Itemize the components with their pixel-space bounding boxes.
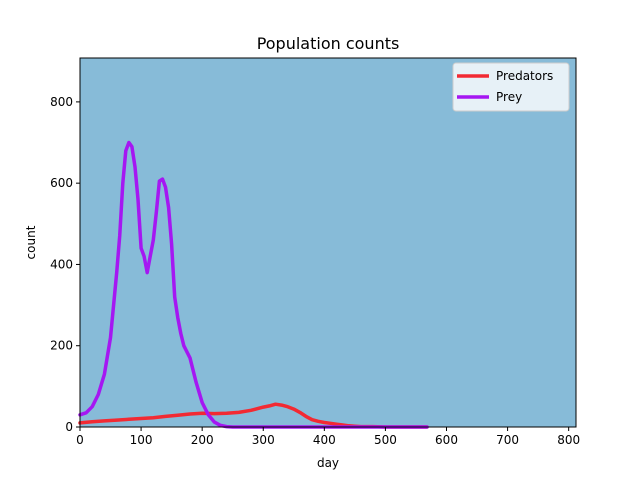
- x-tick-label: 800: [557, 433, 580, 447]
- x-axis-label: day: [317, 456, 339, 470]
- axes-layer: 0 100 200 300 400 500 600 700 800 0 200 400 600 800: [50, 57, 580, 447]
- x-tick-label: 400: [313, 433, 336, 447]
- legend-label-prey: Prey: [496, 90, 522, 104]
- x-tick-label: 700: [496, 433, 519, 447]
- x-tick-label: 0: [76, 433, 84, 447]
- y-tick-label: 400: [50, 257, 73, 271]
- x-tick-label: 600: [435, 433, 458, 447]
- chart-title: Population counts: [257, 34, 400, 53]
- y-tick-label: 600: [50, 176, 73, 190]
- y-tick-label: 0: [65, 420, 73, 434]
- y-tick-label: 800: [50, 95, 73, 109]
- x-tick-label: 100: [130, 433, 153, 447]
- x-tick-label: 500: [374, 433, 397, 447]
- x-tick-label: 200: [191, 433, 214, 447]
- legend-label-predators: Predators: [496, 69, 553, 83]
- plot-area: [80, 58, 576, 427]
- legend: Predators Prey: [452, 62, 570, 112]
- x-tick-label: 300: [252, 433, 275, 447]
- y-tick-label: 200: [50, 339, 73, 353]
- axes-frame: [79, 57, 577, 428]
- y-axis-label: count: [24, 225, 38, 259]
